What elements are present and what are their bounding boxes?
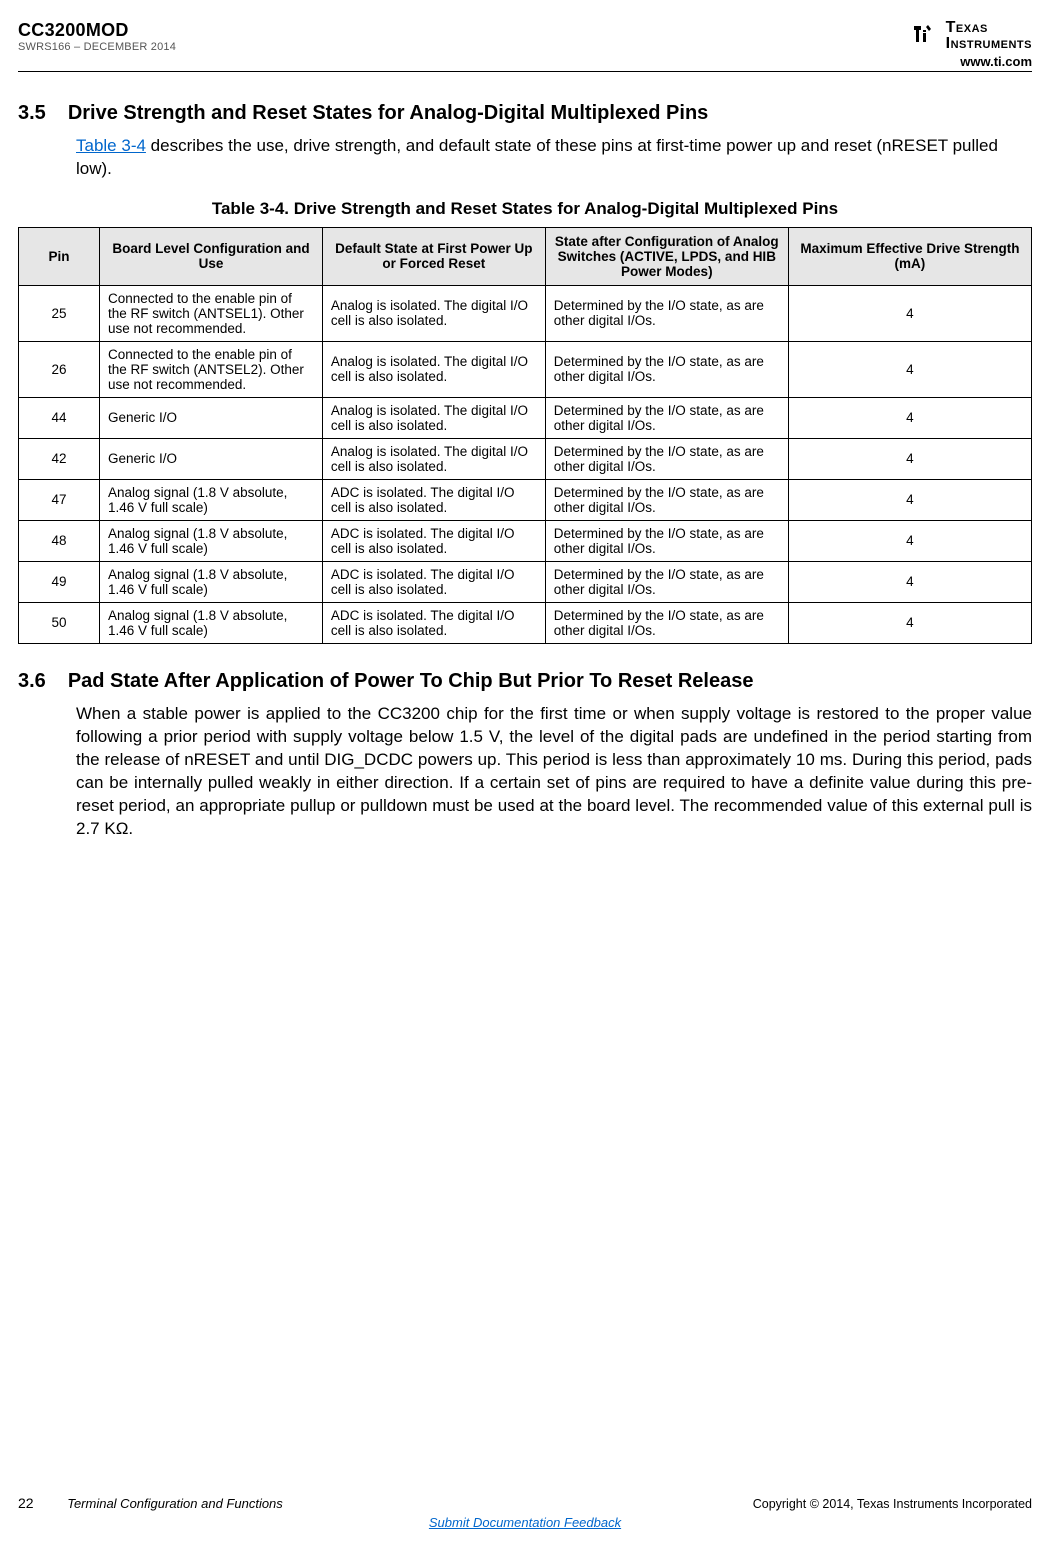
section-title: Drive Strength and Reset States for Anal… bbox=[68, 102, 708, 125]
submit-feedback-link[interactable]: Submit Documentation Feedback bbox=[18, 1515, 1032, 1530]
cell-state: Determined by the I/O state, as are othe… bbox=[545, 479, 788, 520]
cell-pin: 49 bbox=[19, 561, 100, 602]
cell-def: ADC is isolated. The digital I/O cell is… bbox=[322, 479, 545, 520]
footer-section-title: Terminal Configuration and Functions bbox=[67, 1496, 283, 1511]
table-row: 26Connected to the enable pin of the RF … bbox=[19, 341, 1032, 397]
cell-drive: 4 bbox=[788, 341, 1031, 397]
col-header-def: Default State at First Power Up or Force… bbox=[322, 227, 545, 285]
cell-state: Determined by the I/O state, as are othe… bbox=[545, 397, 788, 438]
cell-drive: 4 bbox=[788, 479, 1031, 520]
header-url[interactable]: www.ti.com bbox=[960, 54, 1032, 69]
table-reference-link[interactable]: Table 3-4 bbox=[76, 136, 146, 155]
table-row: 47Analog signal (1.8 V absolute, 1.46 V … bbox=[19, 479, 1032, 520]
cell-conf: Analog signal (1.8 V absolute, 1.46 V fu… bbox=[100, 561, 323, 602]
cell-conf: Connected to the enable pin of the RF sw… bbox=[100, 341, 323, 397]
page-number: 22 bbox=[18, 1495, 34, 1511]
page-footer: 22 Terminal Configuration and Functions … bbox=[18, 1495, 1032, 1530]
cell-def: Analog is isolated. The digital I/O cell… bbox=[322, 341, 545, 397]
cell-def: ADC is isolated. The digital I/O cell is… bbox=[322, 602, 545, 643]
col-header-conf: Board Level Configuration and Use bbox=[100, 227, 323, 285]
cell-drive: 4 bbox=[788, 285, 1031, 341]
col-header-drive: Maximum Effective Drive Strength (mA) bbox=[788, 227, 1031, 285]
cell-conf: Analog signal (1.8 V absolute, 1.46 V fu… bbox=[100, 479, 323, 520]
cell-state: Determined by the I/O state, as are othe… bbox=[545, 520, 788, 561]
cell-pin: 44 bbox=[19, 397, 100, 438]
cell-def: Analog is isolated. The digital I/O cell… bbox=[322, 285, 545, 341]
section-3-6-heading: 3.6 Pad State After Application of Power… bbox=[18, 670, 1032, 693]
cell-def: ADC is isolated. The digital I/O cell is… bbox=[322, 520, 545, 561]
table-row: 49Analog signal (1.8 V absolute, 1.46 V … bbox=[19, 561, 1032, 602]
footer-top-row: 22 Terminal Configuration and Functions … bbox=[18, 1495, 1032, 1511]
cell-state: Determined by the I/O state, as are othe… bbox=[545, 438, 788, 479]
table-row: 44Generic I/OAnalog is isolated. The dig… bbox=[19, 397, 1032, 438]
section-number: 3.5 bbox=[18, 102, 46, 125]
section-3-5-body-text: describes the use, drive strength, and d… bbox=[76, 136, 998, 178]
section-3-5-heading: 3.5 Drive Strength and Reset States for … bbox=[18, 102, 1032, 125]
doc-reference: SWRS166 – DECEMBER 2014 bbox=[18, 41, 176, 53]
table-row: 25Connected to the enable pin of the RF … bbox=[19, 285, 1032, 341]
cell-conf: Connected to the enable pin of the RF sw… bbox=[100, 285, 323, 341]
header-right: TexasInstruments www.ti.com bbox=[912, 20, 1032, 69]
section-number: 3.6 bbox=[18, 670, 46, 693]
section-3-5-body: Table 3-4 describes the use, drive stren… bbox=[76, 135, 1032, 181]
cell-pin: 47 bbox=[19, 479, 100, 520]
cell-def: ADC is isolated. The digital I/O cell is… bbox=[322, 561, 545, 602]
cell-state: Determined by the I/O state, as are othe… bbox=[545, 285, 788, 341]
cell-drive: 4 bbox=[788, 438, 1031, 479]
cell-conf: Analog signal (1.8 V absolute, 1.46 V fu… bbox=[100, 520, 323, 561]
table-row: 50Analog signal (1.8 V absolute, 1.46 V … bbox=[19, 602, 1032, 643]
cell-def: Analog is isolated. The digital I/O cell… bbox=[322, 438, 545, 479]
cell-drive: 4 bbox=[788, 520, 1031, 561]
cell-conf: Generic I/O bbox=[100, 438, 323, 479]
cell-pin: 25 bbox=[19, 285, 100, 341]
header-left: CC3200MOD SWRS166 – DECEMBER 2014 bbox=[18, 20, 176, 53]
cell-def: Analog is isolated. The digital I/O cell… bbox=[322, 397, 545, 438]
cell-pin: 48 bbox=[19, 520, 100, 561]
col-header-pin: Pin bbox=[19, 227, 100, 285]
cell-pin: 26 bbox=[19, 341, 100, 397]
ti-logo-icon bbox=[912, 23, 940, 49]
ti-logo-text: TexasInstruments bbox=[946, 20, 1032, 52]
section-title: Pad State After Application of Power To … bbox=[68, 670, 754, 693]
pin-table: Pin Board Level Configuration and Use De… bbox=[18, 227, 1032, 644]
table-row: 42Generic I/OAnalog is isolated. The dig… bbox=[19, 438, 1032, 479]
cell-conf: Analog signal (1.8 V absolute, 1.46 V fu… bbox=[100, 602, 323, 643]
cell-conf: Generic I/O bbox=[100, 397, 323, 438]
cell-drive: 4 bbox=[788, 397, 1031, 438]
table-header-row: Pin Board Level Configuration and Use De… bbox=[19, 227, 1032, 285]
cell-drive: 4 bbox=[788, 561, 1031, 602]
table-caption: Table 3-4. Drive Strength and Reset Stat… bbox=[18, 199, 1032, 219]
cell-state: Determined by the I/O state, as are othe… bbox=[545, 341, 788, 397]
section-3-6-body: When a stable power is applied to the CC… bbox=[76, 703, 1032, 841]
cell-pin: 50 bbox=[19, 602, 100, 643]
cell-state: Determined by the I/O state, as are othe… bbox=[545, 602, 788, 643]
product-name: CC3200MOD bbox=[18, 20, 176, 41]
footer-copyright: Copyright © 2014, Texas Instruments Inco… bbox=[753, 1497, 1032, 1511]
cell-pin: 42 bbox=[19, 438, 100, 479]
col-header-state: State after Configuration of Analog Swit… bbox=[545, 227, 788, 285]
cell-state: Determined by the I/O state, as are othe… bbox=[545, 561, 788, 602]
cell-drive: 4 bbox=[788, 602, 1031, 643]
page-header: CC3200MOD SWRS166 – DECEMBER 2014 TexasI… bbox=[18, 20, 1032, 72]
table-row: 48Analog signal (1.8 V absolute, 1.46 V … bbox=[19, 520, 1032, 561]
ti-logo: TexasInstruments bbox=[912, 20, 1032, 52]
footer-left: 22 Terminal Configuration and Functions bbox=[18, 1495, 283, 1511]
